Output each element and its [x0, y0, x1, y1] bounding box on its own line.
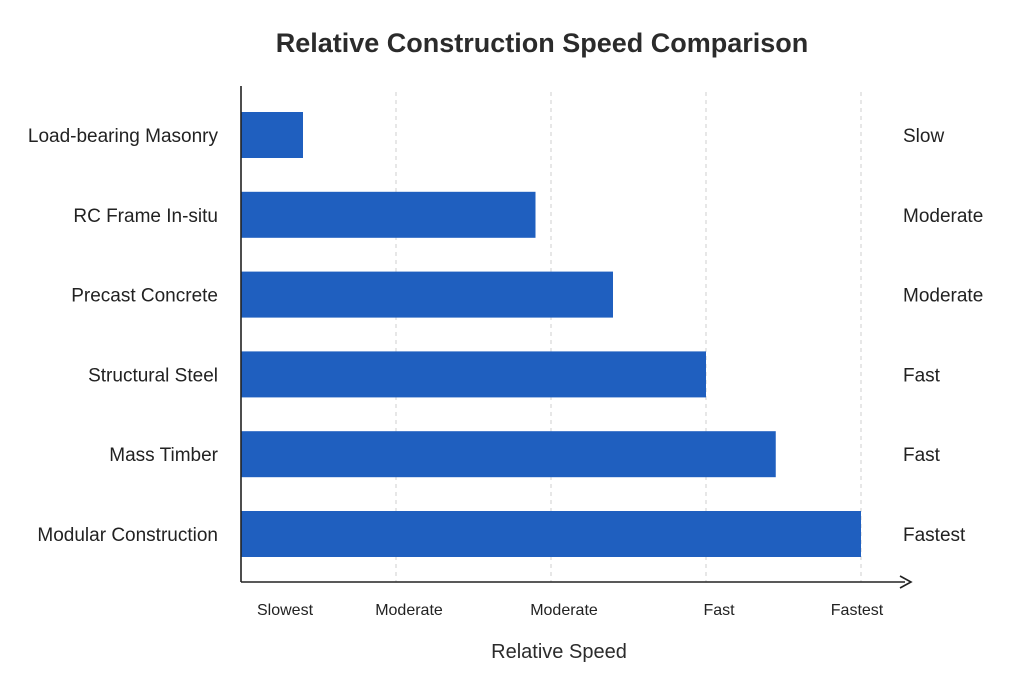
bar — [241, 351, 706, 398]
bar — [241, 431, 776, 478]
bar — [241, 112, 303, 158]
category-label: Load-bearing Masonry — [28, 126, 219, 147]
speed-rating-label: Slow — [903, 126, 944, 147]
category-label: RC Frame In-situ — [73, 206, 218, 227]
gridlines — [395, 92, 862, 582]
category-label: Precast Concrete — [71, 286, 218, 307]
speed-rating-label: Moderate — [903, 286, 983, 307]
x-tick-label: Slowest — [257, 602, 314, 619]
speed-rating-label: Fastest — [903, 525, 966, 546]
bar — [241, 511, 861, 557]
bar — [241, 191, 536, 238]
x-tick-label: Fastest — [831, 602, 884, 619]
axes — [240, 86, 913, 589]
speed-rating-label: Fast — [903, 365, 941, 386]
x-tick-label: Moderate — [375, 602, 443, 619]
chart-title: Relative Construction Speed Comparison — [276, 28, 809, 58]
x-tick-label: Moderate — [530, 602, 598, 619]
x-axis-label: Relative Speed — [491, 641, 627, 663]
speed-rating-label: Moderate — [903, 206, 983, 227]
bars — [241, 112, 861, 557]
x-tick-label: Fast — [703, 602, 735, 619]
category-label: Structural Steel — [88, 365, 218, 386]
category-label: Modular Construction — [37, 525, 218, 546]
x-axis-arrow-icon — [899, 575, 913, 589]
speed-rating-label: Fast — [903, 445, 941, 466]
labels: Slowest Moderate Moderate Fast Fastest Load-b… — [28, 126, 983, 619]
bar — [241, 271, 613, 318]
category-label: Mass Timber — [109, 445, 218, 466]
